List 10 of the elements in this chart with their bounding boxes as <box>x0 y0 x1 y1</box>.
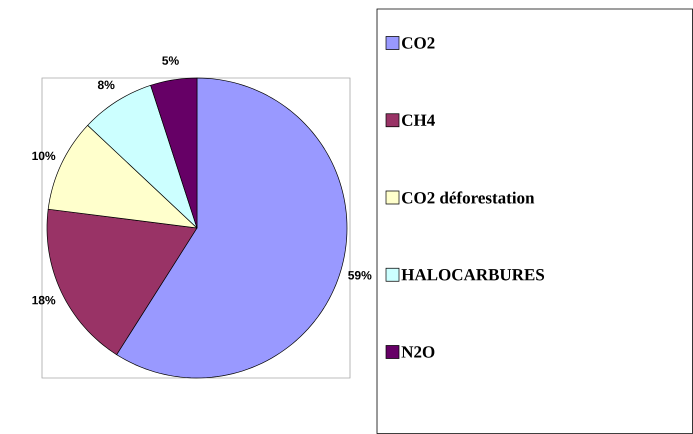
legend-label: CO2 <box>402 37 434 49</box>
data-label: 59% <box>348 271 372 280</box>
data-label: 8% <box>98 80 115 90</box>
legend-label: N2O <box>402 346 434 358</box>
legend-label: CO2 déforestation <box>402 191 534 204</box>
data-label: 18% <box>32 296 56 304</box>
data-label: 10% <box>32 152 56 160</box>
data-label: 5% <box>162 56 179 65</box>
legend-label: HALOCARBURES <box>402 269 544 280</box>
legend-label: CH4 <box>402 114 435 126</box>
